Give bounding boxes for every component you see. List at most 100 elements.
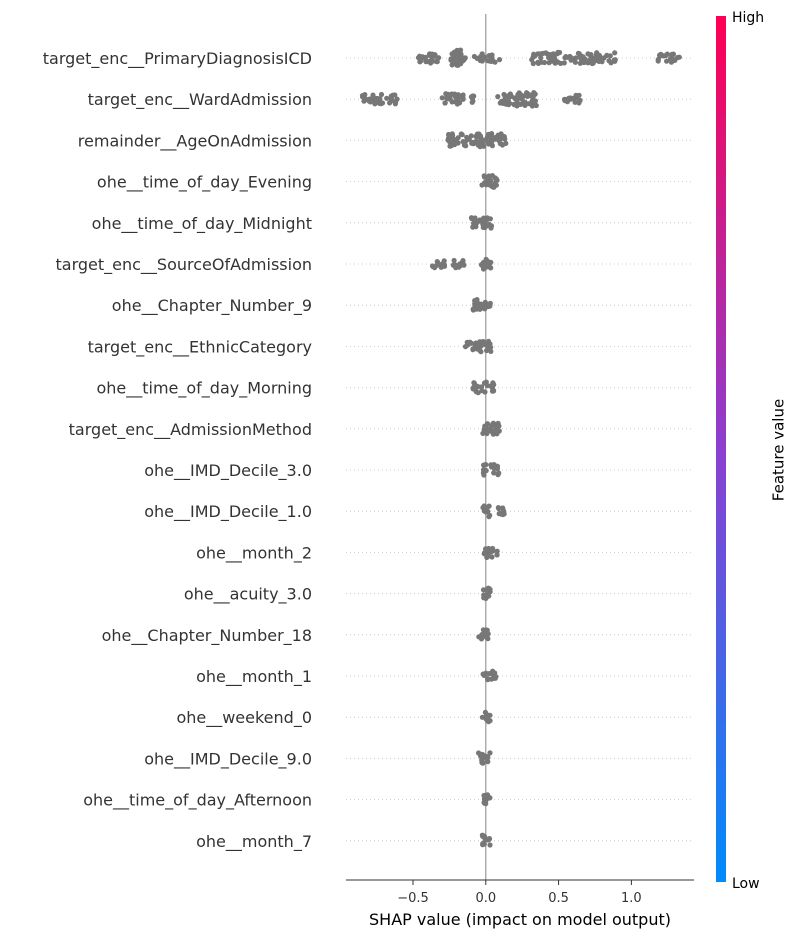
shap-point [449, 131, 455, 137]
shap-point [589, 59, 596, 65]
feature-label: target_enc__SourceOfAdmission [55, 255, 312, 275]
shap-point [441, 258, 447, 264]
shap-point [492, 675, 498, 681]
shap-point [374, 99, 380, 105]
colorbar-high-label: High [732, 10, 764, 26]
shap-point [475, 342, 481, 348]
shap-point [469, 99, 475, 105]
x-tick-label: 1.0 [621, 891, 642, 906]
shap-point [378, 91, 385, 98]
shap-point [488, 182, 494, 188]
shap-point [487, 795, 493, 801]
shap-point [612, 50, 618, 56]
shap-point [480, 217, 486, 223]
shap-point [486, 836, 492, 843]
shap-point [501, 511, 507, 517]
shap-point [491, 465, 497, 471]
shap-point [481, 631, 487, 638]
shap-point [562, 55, 568, 61]
shap-point [454, 60, 460, 66]
shap-point [485, 58, 491, 64]
shap-point [502, 136, 508, 142]
shap-point [515, 92, 521, 98]
shap-point [555, 49, 561, 56]
shap-point [538, 55, 544, 61]
shap-point [434, 59, 440, 65]
shap-point [543, 50, 549, 56]
shap-point [481, 551, 487, 557]
shap-point [483, 716, 489, 722]
shap-point [572, 99, 578, 105]
shap-point [482, 462, 488, 468]
shap-point [491, 470, 497, 476]
shap-point [483, 546, 489, 552]
shap-point [473, 224, 479, 230]
shap-point [460, 258, 466, 264]
shap-point [430, 263, 436, 269]
feature-label: target_enc__AdmissionMethod [69, 420, 312, 440]
shap-point [484, 429, 490, 435]
shap-point [657, 53, 663, 59]
shap-point [493, 176, 499, 182]
shap-point [530, 99, 536, 105]
colorbar: High Low Feature value [716, 10, 788, 892]
feature-label: ohe__Chapter_Number_9 [112, 296, 312, 316]
shap-point [462, 139, 469, 145]
shap-point [470, 346, 476, 352]
feature-label: ohe__month_7 [196, 832, 312, 852]
shap-point [468, 215, 475, 221]
shap-point [482, 834, 488, 840]
shap-point [479, 182, 485, 188]
shap-point [488, 225, 494, 231]
shap-point [612, 57, 618, 63]
colorbar-gradient [716, 16, 726, 882]
shap-point [664, 58, 670, 64]
shap-point [482, 425, 488, 431]
feature-label: ohe__month_2 [196, 543, 312, 563]
shap-point [505, 98, 511, 104]
shap-point [475, 384, 481, 390]
shap-point [447, 96, 453, 102]
shap-point [490, 388, 496, 394]
shap-point [447, 92, 454, 98]
feature-label: ohe__Chapter_Number_18 [102, 626, 312, 646]
shap-point [531, 51, 537, 57]
shap-point [574, 95, 580, 101]
shap-point [389, 97, 395, 103]
feature-label: ohe__IMD_Decile_9.0 [144, 749, 312, 769]
shap-point [479, 140, 485, 146]
shap-point [439, 95, 445, 101]
shap-point [601, 55, 607, 61]
shap-point [486, 503, 492, 509]
shap-point [484, 754, 490, 760]
shap-point [478, 636, 485, 642]
shap-point [661, 53, 667, 59]
shap-point [472, 298, 478, 304]
shap-point [364, 97, 370, 103]
feature-label: ohe__IMD_Decile_3.0 [144, 461, 312, 481]
shap-point [578, 56, 584, 62]
shap-point [429, 58, 435, 64]
shap-point [494, 552, 500, 558]
shap-point [464, 134, 470, 140]
shap-point [489, 143, 495, 149]
shap-point [492, 180, 498, 186]
feature-label: target_enc__WardAdmission [88, 90, 312, 110]
shap-point [451, 141, 458, 148]
shap-point [486, 134, 492, 140]
shap-point [478, 262, 485, 268]
feature-label: target_enc__EthnicCategory [88, 337, 312, 357]
shap-point [501, 98, 507, 105]
shap-point [486, 589, 492, 595]
shap-point [484, 712, 490, 718]
shap-point [485, 338, 492, 344]
feature-label: ohe__weekend_0 [176, 708, 312, 728]
shap-point [562, 97, 568, 103]
shap-point [541, 59, 548, 66]
shap-point [379, 100, 386, 106]
shap-point [480, 430, 486, 436]
shap-point [496, 506, 502, 512]
shap-point [495, 94, 501, 100]
shap-point [535, 60, 542, 66]
shap-point [482, 299, 488, 305]
